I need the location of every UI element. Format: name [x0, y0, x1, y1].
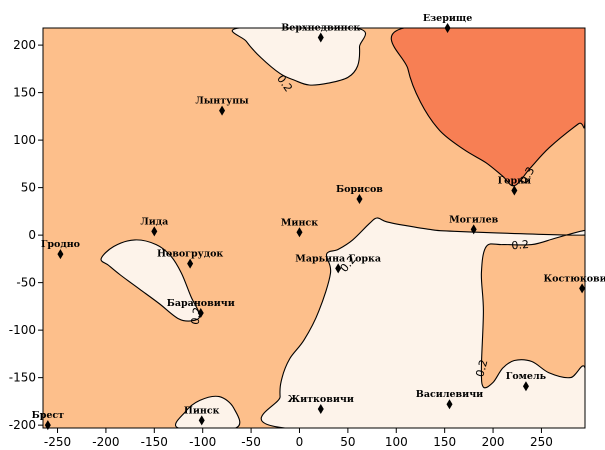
station-label: Гродно: [41, 239, 80, 250]
station-point: Горки: [498, 175, 531, 196]
station-point: Брест: [32, 410, 65, 431]
y-axis-ticks: -200 -150 -100 -50 0 50 100 150 200: [9, 38, 43, 432]
station-point: Житковичи: [288, 394, 354, 414]
station-marker: [579, 283, 586, 294]
station-marker: [522, 381, 529, 392]
station-point: Лида: [140, 216, 168, 237]
station-point: Езерище: [423, 13, 472, 33]
station-marker: [444, 23, 451, 33]
station-label: Езерище: [423, 13, 472, 24]
station-marker: [197, 308, 204, 319]
station-point: Гомель: [506, 371, 547, 392]
station-point: Минск: [281, 217, 318, 238]
station-marker: [296, 227, 303, 238]
station-marker: [317, 403, 324, 414]
station-point: Лынтупы: [195, 96, 249, 116]
station-label: Марьина Горка: [295, 253, 381, 264]
y-tick-label: -200: [9, 418, 36, 432]
station-label: Житковичи: [288, 394, 354, 405]
contour-label-3: 0.2: [473, 358, 490, 378]
station-label: Горки: [498, 175, 531, 186]
station-label: Борисов: [336, 184, 383, 195]
x-tick-label: 0: [296, 435, 304, 449]
station-marker: [446, 399, 453, 410]
x-axis-ticks: -250 -200 -150 -100 -50 0 50 100 150 200 250: [44, 428, 553, 449]
x-tick-label: -50: [241, 435, 261, 449]
station-point: Борисов: [336, 184, 383, 205]
station-marker: [470, 224, 477, 235]
station-point: Гродно: [41, 239, 80, 260]
contour-region-0: [231, 28, 367, 86]
station-label: Гомель: [506, 371, 547, 382]
contour-label-2: 0.2: [511, 238, 530, 252]
x-tick-label: 100: [385, 435, 408, 449]
contour-regions: [100, 28, 585, 428]
station-marker: [317, 32, 324, 43]
station-label: Барановичи: [167, 298, 235, 309]
x-tick-label: 50: [340, 435, 355, 449]
station-point: Пинск: [184, 405, 220, 426]
station-point: Марьина Горка: [295, 253, 381, 274]
x-tick-label: -150: [141, 435, 168, 449]
y-tick-label: 100: [13, 133, 36, 147]
station-label: Костюковичи: [543, 273, 605, 284]
station-point: Костюковичи: [543, 273, 605, 294]
station-label: Минск: [281, 217, 318, 228]
axis-lines: [42, 27, 586, 429]
station-label: Верхнедвинск: [281, 23, 360, 34]
x-tick-label: 250: [530, 435, 553, 449]
contour-region-4: [174, 395, 241, 428]
contour-region-3: [260, 217, 585, 428]
y-tick-label: 150: [13, 86, 36, 100]
station-point: Василевичи: [416, 389, 483, 410]
station-label: Лида: [140, 216, 168, 227]
station-label: Лынтупы: [195, 96, 249, 107]
station-marker: [187, 258, 194, 269]
y-tick-label: 50: [21, 181, 36, 195]
x-tick-label: -100: [189, 435, 216, 449]
station-marker: [198, 415, 205, 426]
station-point: Верхнедвинск: [281, 23, 360, 43]
station-point: Барановичи: [167, 298, 235, 319]
station-marker: [219, 105, 226, 116]
station-points: Верхнедвинск Езерище Лынтупы Горки Борисов Ли…: [32, 13, 605, 431]
station-marker: [151, 226, 158, 237]
station-label: Пинск: [184, 405, 220, 416]
station-point: Новогрудок: [157, 249, 223, 269]
station-marker: [511, 185, 518, 196]
x-tick-label: -250: [44, 435, 71, 449]
station-marker: [57, 249, 64, 260]
y-tick-label: 200: [13, 38, 36, 52]
y-tick-label: -50: [16, 276, 36, 290]
y-tick-label: -100: [9, 323, 36, 337]
station-marker: [335, 263, 342, 274]
station-label: Брест: [32, 410, 65, 421]
y-tick-label: 0: [28, 228, 36, 242]
y-tick-label: -150: [9, 371, 36, 385]
station-label: Василевичи: [416, 389, 483, 400]
station-label: Новогрудок: [157, 249, 223, 260]
x-tick-label: -200: [92, 435, 119, 449]
station-marker: [356, 194, 363, 205]
station-label: Могилев: [449, 214, 498, 225]
station-point: Могилев: [449, 214, 499, 235]
station-marker: [44, 420, 51, 431]
plot-frame: [42, 27, 586, 429]
x-tick-label: 150: [433, 435, 456, 449]
x-tick-label: 200: [482, 435, 505, 449]
